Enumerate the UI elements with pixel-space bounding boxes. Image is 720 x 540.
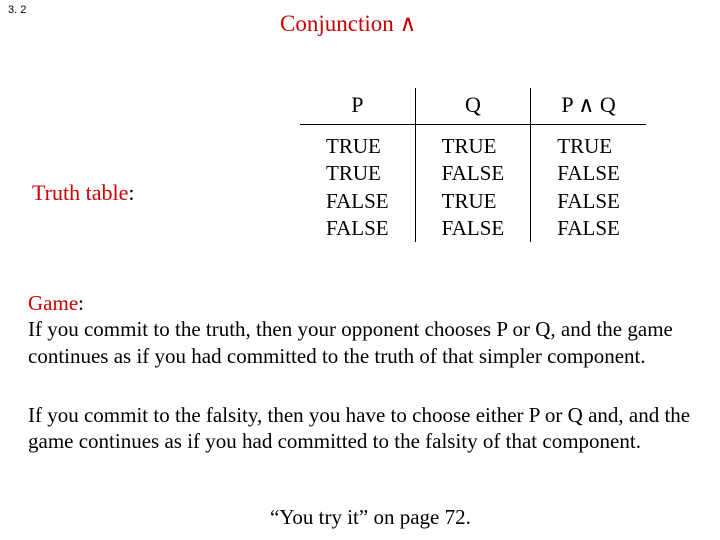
cell-p: TRUE bbox=[300, 160, 415, 187]
cell-q: FALSE bbox=[415, 215, 531, 242]
try-it-note: “You try it” on page 72. bbox=[270, 505, 471, 530]
truth-table-label: Truth table: bbox=[32, 180, 134, 206]
col-header-p: P bbox=[300, 88, 415, 125]
cell-pq: TRUE bbox=[531, 133, 646, 160]
cell-p: TRUE bbox=[300, 133, 415, 160]
pq-header-p: P bbox=[561, 92, 578, 117]
cell-q: FALSE bbox=[415, 160, 531, 187]
table-row: TRUE TRUE TRUE bbox=[300, 133, 646, 160]
conjunction-symbol-icon: ∧ bbox=[578, 92, 594, 117]
cell-p: FALSE bbox=[300, 215, 415, 242]
table-row: FALSE TRUE FALSE bbox=[300, 188, 646, 215]
cell-pq: FALSE bbox=[531, 160, 646, 187]
game-label: Game bbox=[28, 291, 78, 315]
col-header-q: Q bbox=[415, 88, 531, 125]
title-text: Conjunction bbox=[280, 11, 399, 36]
table-row: FALSE FALSE FALSE bbox=[300, 215, 646, 242]
truth-table: P Q P ∧ Q TRUE TRUE TRUE TRUE FALSE FALS… bbox=[300, 88, 646, 242]
cell-pq: FALSE bbox=[531, 215, 646, 242]
cell-q: TRUE bbox=[415, 133, 531, 160]
table-header-row: P Q P ∧ Q bbox=[300, 88, 646, 125]
cell-q: TRUE bbox=[415, 188, 531, 215]
para2-text: If you commit to the falsity, then you h… bbox=[28, 403, 690, 453]
page-title: Conjunction ∧ bbox=[280, 10, 416, 37]
truth-table-grid: P Q P ∧ Q TRUE TRUE TRUE TRUE FALSE FALS… bbox=[300, 88, 646, 242]
spacer-row bbox=[300, 125, 646, 134]
game-paragraph-2: If you commit to the falsity, then you h… bbox=[28, 402, 692, 455]
col-header-pq: P ∧ Q bbox=[531, 88, 646, 125]
colon: : bbox=[128, 180, 134, 205]
para1-text: If you commit to the truth, then your op… bbox=[28, 317, 673, 367]
game-paragraph-1: Game: If you commit to the truth, then y… bbox=[28, 290, 692, 369]
colon: : bbox=[78, 291, 84, 315]
truth-table-label-text: Truth table bbox=[32, 180, 128, 205]
slide-number: 3. 2 bbox=[8, 4, 26, 16]
cell-p: FALSE bbox=[300, 188, 415, 215]
cell-pq: FALSE bbox=[531, 188, 646, 215]
table-row: TRUE FALSE FALSE bbox=[300, 160, 646, 187]
conjunction-symbol-icon: ∧ bbox=[399, 10, 416, 36]
pq-header-q: Q bbox=[594, 92, 615, 117]
